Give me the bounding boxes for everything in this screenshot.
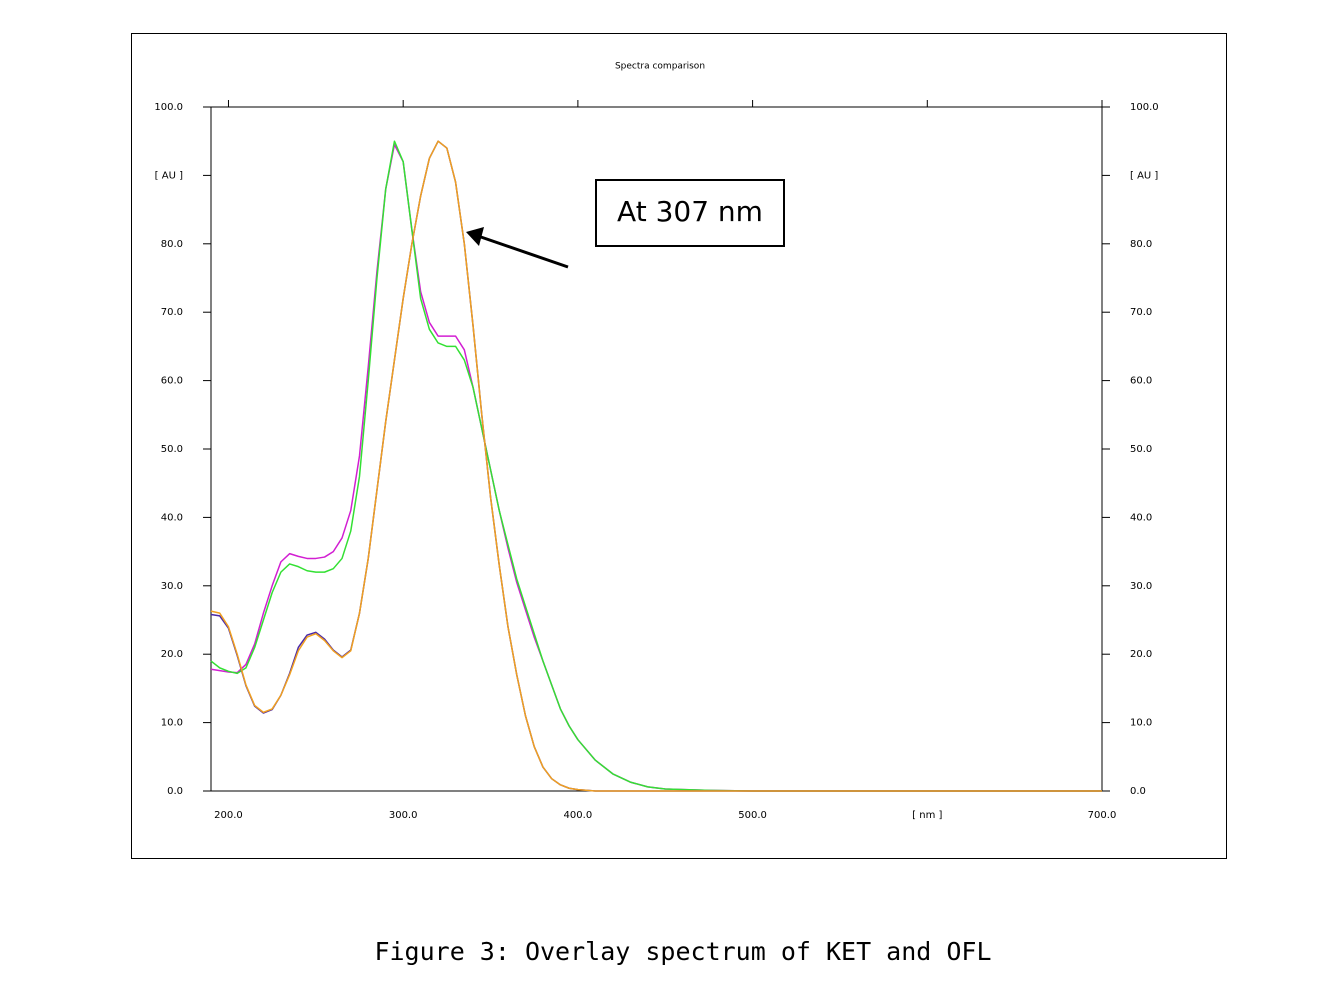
annotation-arrowhead (466, 227, 484, 246)
y2-tick-label: 40.0 (1130, 512, 1152, 523)
y-tick-label: 10.0 (161, 718, 183, 729)
y2-tick-label: 100.0 (1130, 102, 1159, 113)
y-tick-label: 40.0 (161, 512, 183, 523)
y2-tick-label: 30.0 (1130, 581, 1152, 592)
y2-tick-label: 20.0 (1130, 649, 1152, 660)
y2-tick-label: 70.0 (1130, 307, 1152, 318)
annotation-text: At 307 nm (617, 195, 763, 228)
y-tick-label: [ AU ] (155, 170, 183, 181)
y2-tick-label: 10.0 (1130, 718, 1152, 729)
annotation-arrow (477, 234, 569, 269)
y2-tick-label: 0.0 (1130, 786, 1146, 797)
chart-frame (131, 33, 1227, 859)
y-tick-label: 30.0 (161, 581, 183, 592)
series-line (210, 140, 1102, 792)
y2-tick-label: 50.0 (1130, 444, 1152, 455)
x-tick-label: 200.0 (214, 810, 243, 821)
y-tick-label: 80.0 (161, 239, 183, 250)
y-tick-label: 100.0 (154, 102, 183, 113)
y-tick-label: 60.0 (161, 376, 183, 387)
x-tick-label: 700.0 (1088, 810, 1117, 821)
annotation-box (595, 179, 785, 247)
series-line (210, 140, 1102, 792)
y-tick-label: 70.0 (161, 307, 183, 318)
y-tick-label: 20.0 (161, 649, 183, 660)
figure-caption: Figure 3: Overlay spectrum of KET and OF… (374, 937, 991, 966)
y2-tick-label: 60.0 (1130, 376, 1152, 387)
y-tick-label: 50.0 (161, 444, 183, 455)
chart-title: Spectra comparison (615, 62, 705, 72)
x-tick-label: [ nm ] (912, 810, 942, 821)
x-tick-label: 300.0 (389, 810, 418, 821)
y-tick-label: 0.0 (167, 786, 183, 797)
y2-tick-label: [ AU ] (1130, 170, 1158, 181)
x-tick-label: 500.0 (738, 810, 767, 821)
x-tick-label: 400.0 (564, 810, 593, 821)
y2-tick-label: 80.0 (1130, 239, 1152, 250)
